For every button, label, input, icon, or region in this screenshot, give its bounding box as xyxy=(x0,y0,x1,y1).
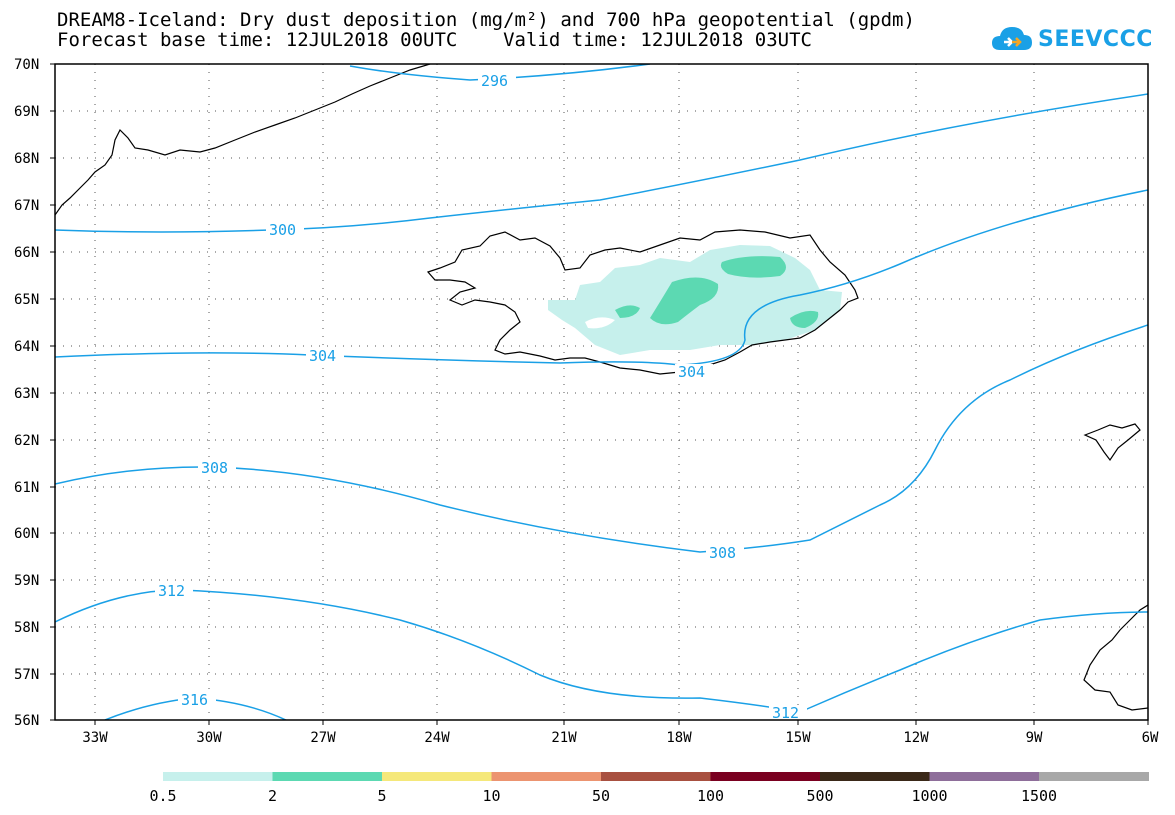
coastlines xyxy=(55,64,1148,711)
contour-label-304-b: 304 xyxy=(678,363,705,381)
contour-300 xyxy=(55,93,1148,233)
colorbar-swatch xyxy=(382,772,492,781)
map-title: DREAM8-Iceland: Dry dust deposition (mg/… xyxy=(57,9,915,31)
dust-area-medium-3 xyxy=(615,305,640,318)
logo-text: SEEVCCC xyxy=(1038,26,1153,52)
lat-label: 59N xyxy=(14,573,39,589)
colorbar-swatch xyxy=(1039,772,1149,781)
contour-label-316: 316 xyxy=(181,691,208,709)
lat-label: 64N xyxy=(14,339,39,355)
colorbar-label: 1500 xyxy=(1021,787,1057,805)
contour-label-304: 304 xyxy=(309,347,336,365)
colorbar-label: 500 xyxy=(806,787,833,805)
contour-label-308: 308 xyxy=(201,459,228,477)
tick-marks xyxy=(50,63,1149,725)
lon-label: 6W xyxy=(1142,730,1159,746)
lat-label: 56N xyxy=(14,713,39,729)
lon-label: 9W xyxy=(1026,730,1043,746)
colorbar-swatch xyxy=(710,772,821,781)
seevccc-logo: SEEVCCC xyxy=(990,22,1153,56)
greenland-coast xyxy=(55,64,431,216)
colorbar-label: 2 xyxy=(268,787,277,805)
colorbar-swatch xyxy=(820,772,930,781)
lon-label: 12W xyxy=(903,730,929,746)
colorbar-label: 5 xyxy=(377,787,386,805)
contour-label-308-b: 308 xyxy=(709,544,736,562)
contour-308 xyxy=(55,324,1148,553)
cloud-icon xyxy=(992,27,1032,50)
map-subtitle: Forecast base time: 12JUL2018 00UTC Vali… xyxy=(57,29,812,51)
longitude-labels: 33W 30W 27W 24W 21W 18W 15W 12W 9W 6W xyxy=(82,730,1159,746)
dust-area-medium-4 xyxy=(790,310,819,328)
lat-label: 66N xyxy=(14,245,39,261)
colorbar-label: 10 xyxy=(482,787,500,805)
lat-label: 62N xyxy=(14,433,39,449)
lon-label: 30W xyxy=(196,730,222,746)
contour-312 xyxy=(55,589,1148,713)
contour-labels: 296 300 304 304 308 308 312 312 316 xyxy=(155,72,807,722)
dust-area-medium-2 xyxy=(650,277,719,325)
lon-label: 33W xyxy=(82,730,108,746)
lat-label: 57N xyxy=(14,667,39,683)
colorbar-label: 100 xyxy=(697,787,724,805)
lat-label: 61N xyxy=(14,480,39,496)
colorbar-legend: 0.5 2 5 10 50 100 500 1000 1500 xyxy=(149,772,1149,805)
colorbar-swatch xyxy=(601,772,711,781)
lat-label: 67N xyxy=(14,198,39,214)
contour-label-300: 300 xyxy=(269,221,296,239)
contour-label-312: 312 xyxy=(158,582,185,600)
lat-label: 70N xyxy=(14,57,39,73)
lat-label: 63N xyxy=(14,386,39,402)
contour-label-312-b: 312 xyxy=(772,704,799,722)
plot-frame xyxy=(54,63,1149,721)
lon-label: 27W xyxy=(310,730,336,746)
lat-label: 58N xyxy=(14,620,39,636)
lat-label: 65N xyxy=(14,292,39,308)
colorbar-swatch xyxy=(272,772,383,781)
faroe-islands xyxy=(1083,423,1141,462)
lon-label: 24W xyxy=(424,730,450,746)
contour-296 xyxy=(349,64,651,81)
lon-label: 15W xyxy=(785,730,811,746)
colorbar-label: 50 xyxy=(592,787,610,805)
contour-label-296: 296 xyxy=(481,72,508,90)
dust-deposition-shading xyxy=(548,245,842,355)
lat-label: 69N xyxy=(14,104,39,120)
gridlines xyxy=(55,64,1148,720)
lat-label: 68N xyxy=(14,151,39,167)
latitude-labels: 70N 69N 68N 67N 66N 65N 64N 63N 62N 61N … xyxy=(14,57,39,729)
colorbar-label: 1000 xyxy=(911,787,947,805)
iceland-coast xyxy=(426,229,859,375)
lon-label: 18W xyxy=(666,730,692,746)
scotland-coast xyxy=(1083,604,1148,711)
dust-area-clear-1 xyxy=(585,317,615,329)
dust-area-medium-1 xyxy=(720,256,786,278)
colorbar-label: 0.5 xyxy=(149,787,176,805)
lon-label: 21W xyxy=(551,730,577,746)
colorbar-swatch xyxy=(163,772,273,781)
lat-label: 60N xyxy=(14,526,39,542)
colorbar-swatch xyxy=(491,772,602,781)
colorbar-swatch xyxy=(929,772,1040,781)
geopotential-contours xyxy=(55,64,1148,720)
